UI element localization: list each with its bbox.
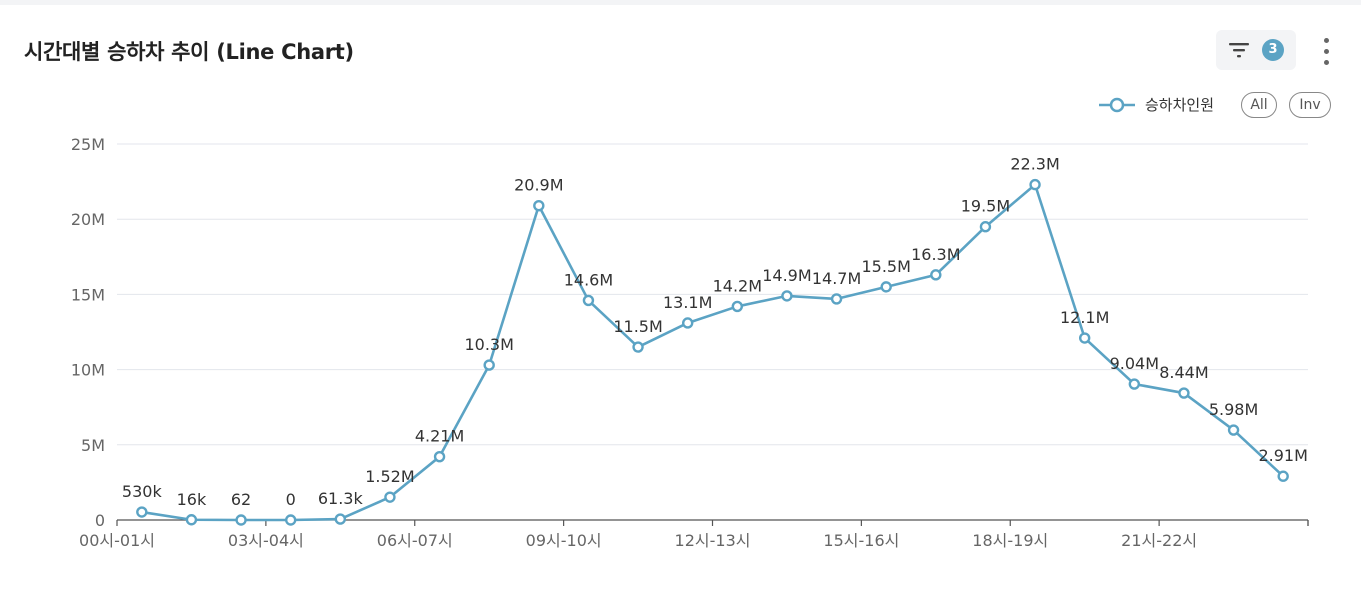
data-point [930, 269, 942, 281]
data-label: 12.1M [1060, 308, 1109, 327]
legend-line-marker-icon [1099, 97, 1135, 113]
filter-icon [1228, 42, 1250, 62]
data-point [433, 450, 446, 463]
legend-all-button[interactable]: All [1241, 92, 1277, 118]
data-point [830, 293, 843, 305]
data-label: 2.91M [1258, 446, 1307, 465]
data-point [681, 317, 694, 329]
x-tick-label: 03시-04시 [228, 531, 304, 550]
y-tick-label: 25M [71, 135, 105, 154]
data-label: 16.3M [911, 245, 960, 264]
legend-item-series[interactable]: 승하차인원 [1097, 90, 1237, 120]
x-tick-label: 12시-13시 [675, 531, 751, 550]
data-label: 1.52M [365, 467, 414, 486]
more-vertical-icon [1324, 38, 1329, 43]
more-dot [1324, 49, 1329, 54]
data-label: 14.6M [564, 270, 613, 289]
data-label: 530k [122, 482, 163, 501]
data-point [136, 506, 148, 518]
data-point [582, 294, 595, 307]
data-label: 20.9M [514, 176, 563, 195]
data-label: 10.3M [464, 335, 513, 354]
data-point [185, 514, 198, 526]
data-point [632, 341, 644, 353]
data-point [334, 513, 347, 525]
y-tick-label: 0 [95, 511, 105, 530]
data-label: 22.3M [1010, 155, 1059, 174]
chart-title: 시간대별 승하차 추이 (Line Chart) [24, 40, 354, 64]
top-strip [0, 0, 1361, 5]
data-label: 19.5M [961, 197, 1010, 216]
data-point [284, 514, 297, 526]
data-point [1227, 424, 1240, 436]
x-tick-label: 21시-22시 [1121, 531, 1197, 550]
data-point [1277, 470, 1289, 482]
data-point [533, 199, 545, 212]
data-point [1178, 387, 1190, 399]
more-dot [1324, 60, 1329, 65]
data-point [1128, 378, 1141, 390]
data-point [979, 221, 992, 233]
data-point [781, 290, 793, 302]
x-tick-label: 18시-19시 [972, 531, 1048, 550]
data-label: 14.9M [762, 266, 811, 285]
data-label: 14.7M [812, 269, 861, 288]
data-label: 62 [231, 490, 251, 509]
data-label: 0 [286, 490, 296, 509]
data-label: 14.2M [713, 276, 762, 295]
data-point [731, 300, 744, 313]
data-point [1029, 178, 1041, 191]
data-point [483, 359, 495, 371]
data-point [1078, 332, 1091, 344]
data-label: 15.5M [861, 257, 910, 276]
data-point [880, 281, 892, 293]
x-tick-label: 00시-01시 [79, 531, 155, 550]
y-tick-label: 15M [71, 285, 105, 304]
filter-count-badge: 3 [1262, 39, 1284, 61]
x-tick-label: 06시-07시 [377, 531, 453, 550]
y-tick-label: 10M [71, 361, 105, 380]
x-tick-label: 09시-10시 [526, 531, 602, 550]
data-label: 11.5M [613, 317, 662, 336]
data-point [235, 514, 247, 526]
y-tick-label: 20M [71, 210, 105, 229]
series-line [141, 183, 1285, 522]
data-label: 13.1M [663, 293, 712, 312]
data-label: 5.98M [1209, 400, 1258, 419]
data-label: 4.21M [415, 427, 464, 446]
x-tick-label: 15시-16시 [823, 531, 899, 550]
legend-label: 승하차인원 [1145, 96, 1215, 114]
data-label: 8.44M [1159, 363, 1208, 382]
legend-invert-button[interactable]: Inv [1289, 92, 1331, 118]
data-label: 61.3k [318, 489, 364, 508]
data-label: 9.04M [1110, 354, 1159, 373]
data-label: 16k [177, 490, 207, 509]
y-tick-label: 5M [81, 436, 105, 455]
more-options-button[interactable] [1314, 36, 1340, 68]
filter-button[interactable]: 3 [1216, 30, 1296, 70]
data-point [384, 491, 396, 503]
